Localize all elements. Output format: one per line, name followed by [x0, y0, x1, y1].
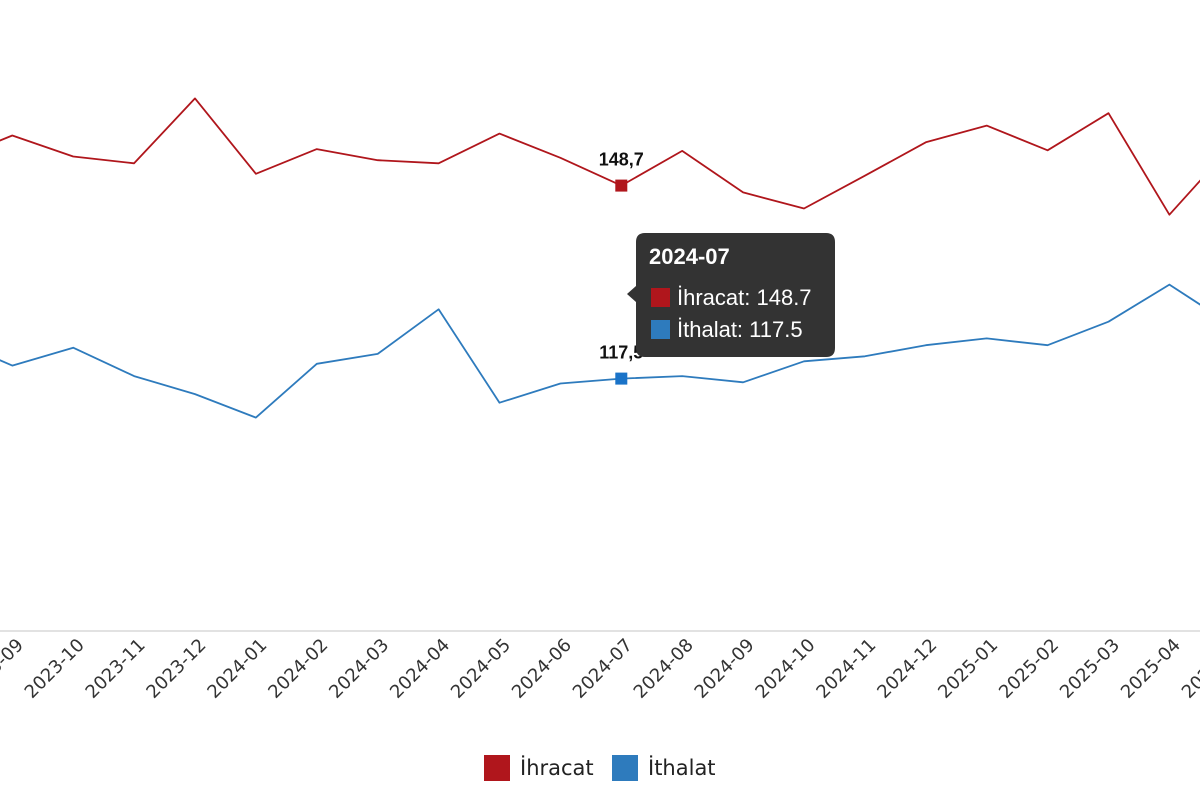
highlight-marker-ithalat[interactable]	[615, 372, 628, 385]
x-tick-label: 2025-03	[1056, 635, 1124, 703]
legend-label-ihracat: İhracat	[520, 755, 594, 780]
x-tick-label: 2024-10	[751, 635, 819, 703]
x-tick-label: 2023-09	[0, 635, 28, 703]
x-tick-label: 2025-02	[995, 635, 1063, 703]
x-tick-label: 2024-07	[569, 635, 637, 703]
x-tick-label: 2024-04	[386, 635, 454, 703]
x-tick-label: 2024-05	[447, 635, 515, 703]
x-tick-label: 2024-09	[691, 635, 759, 703]
legend-swatch-ihracat	[484, 755, 510, 781]
tooltip-row-ithalat: İthalat: 117.5	[677, 317, 803, 342]
tooltip-title: 2024-07	[649, 244, 730, 269]
legend-label-ithalat: İthalat	[648, 755, 716, 780]
highlight-marker-ihracat[interactable]	[615, 179, 628, 192]
tooltip-swatch-ihracat	[651, 288, 670, 307]
tooltip-box	[627, 233, 835, 357]
tooltip-row-ihracat: İhracat: 148.7	[677, 285, 812, 310]
legend-swatch-ithalat	[612, 755, 638, 781]
x-tick-label: 2024-11	[812, 635, 880, 703]
x-tick-label: 2024-06	[508, 635, 576, 703]
series-line-ithalat	[0, 283, 1200, 419]
x-tick-label: 2023-12	[142, 635, 210, 703]
series-line-ihracat	[0, 97, 1200, 216]
legend: İhracat İthalat	[484, 755, 716, 781]
tooltip: 2024-07 İhracat: 148.7 İthalat: 117.5	[627, 233, 835, 357]
x-tick-label: 2024-02	[264, 635, 332, 703]
tooltip-swatch-ithalat	[651, 320, 670, 339]
x-tick-label: 2024-01	[203, 635, 271, 703]
x-tick-label: 2024-03	[325, 635, 393, 703]
x-tick-label: 2023-10	[21, 635, 89, 703]
x-tick-label: 2023-11	[82, 635, 150, 703]
x-tick-label: 2024-08	[630, 635, 698, 703]
x-tick-label: 2024-12	[873, 635, 941, 703]
legend-item-ithalat[interactable]: İthalat	[612, 755, 716, 781]
legend-item-ihracat[interactable]: İhracat	[484, 755, 594, 781]
x-tick-label: 2025-04	[1117, 635, 1185, 703]
x-tick-label: 2025-01	[934, 635, 1002, 703]
point-label-ihracat: 148,7	[599, 150, 644, 170]
x-tick-label: 2025-05	[1178, 635, 1200, 703]
point-label-ithalat: 117,5	[599, 343, 643, 363]
